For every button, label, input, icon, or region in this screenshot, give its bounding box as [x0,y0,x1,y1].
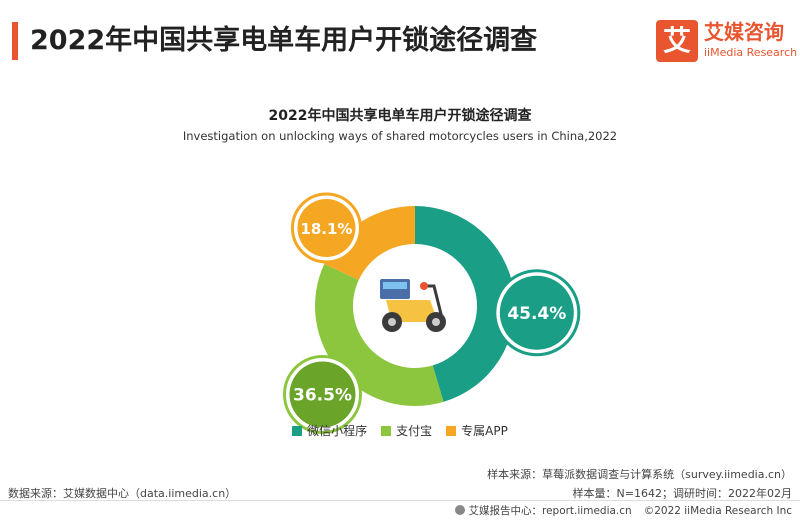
value-label-2: 18.1% [300,220,352,238]
legend-item-0: 微信小程序 [292,422,367,439]
value-bubble-1 [289,361,356,428]
report-center-icon [455,505,466,515]
data-source: 数据来源：艾媒数据中心（data.iimedia.cn） [8,487,237,500]
legend-item-1: 支付宝 [381,422,432,439]
legend-label-2: 专属APP [461,424,508,438]
sample-source: 样本来源：草莓派数据调查与计算系统（survey.iimedia.cn） [487,468,792,481]
value-bubble-2 [297,199,356,258]
logo-name-en: iiMedia Research [704,46,798,59]
scooter-icon [380,279,446,332]
footer: 艾媒报告中心：report.iimedia.cn ©2022 iiMedia R… [455,503,792,518]
value-label-1: 36.5% [293,385,352,405]
value-bubble-0 [499,275,574,350]
legend-swatch-0 [292,425,303,436]
legend-label-1: 支付宝 [396,424,433,438]
chart-subtitle: Investigation on unlocking ways of share… [182,129,618,143]
legend-item-2: 专属APP [446,422,508,439]
report-center-text: 艾媒报告中心：report.iimedia.cn [468,505,632,517]
brand-logo: 艾 艾媒咨询 iiMedia Research [656,20,798,68]
report-center: 艾媒报告中心：report.iimedia.cn [455,503,632,518]
chart-legend: 微信小程序 支付宝 专属APP [0,422,800,439]
legend-swatch-1 [381,425,392,436]
title-accent-bar [12,22,18,60]
value-label-0: 45.4% [507,304,566,324]
chart-title: 2022年中国共享电单车用户开锁途径调查 [268,108,532,124]
donut-slice-2 [324,206,415,280]
logo-icon: 艾 [656,20,698,62]
legend-swatch-2 [446,425,457,436]
legend-label-0: 微信小程序 [307,424,368,438]
footer-divider [0,500,800,501]
sample-info: 样本量：N=1642；调研时间：2022年02月 [572,487,792,500]
logo-name-cn: 艾媒咨询 [704,20,784,44]
copyright: ©2022 iiMedia Research Inc [643,504,792,517]
page-title: 2022年中国共享电单车用户开锁途径调查 [30,25,538,56]
donut-slice-0 [415,206,515,402]
